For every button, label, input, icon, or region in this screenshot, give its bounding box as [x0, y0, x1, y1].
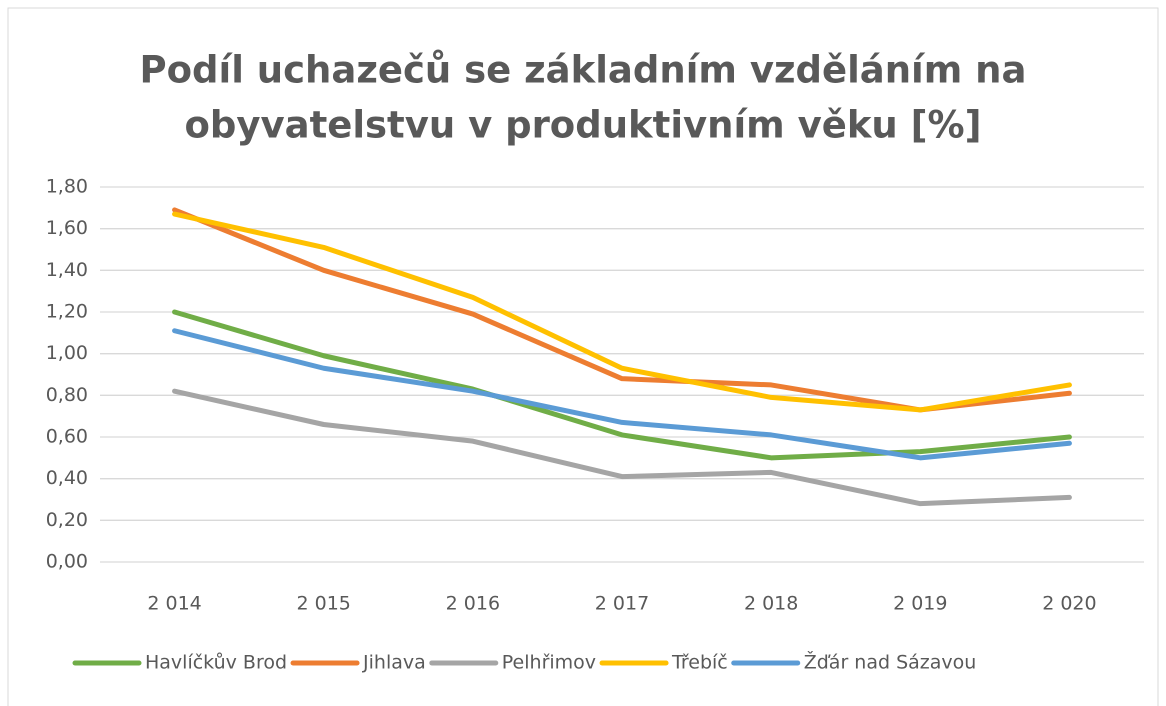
legend-label: Žďár nad Sázavou [804, 651, 977, 674]
y-tick-label: 0,40 [46, 467, 88, 489]
y-tick-label: 1,00 [46, 342, 88, 364]
y-tick-label: 1,40 [46, 259, 88, 281]
y-tick-label: 0,80 [46, 384, 88, 406]
x-tick-label: 2 016 [446, 593, 500, 615]
series-line [172, 328, 1072, 461]
y-tick-label: 1,80 [46, 176, 88, 198]
x-tick-label: 2 015 [297, 593, 351, 615]
y-tick-label: 0,60 [46, 426, 88, 448]
y-tick-label: 0,00 [46, 551, 88, 573]
y-tick-label: 1,60 [46, 217, 88, 239]
y-tick-label: 1,20 [46, 301, 88, 323]
series-line [172, 211, 1072, 413]
legend-label: Jihlava [362, 652, 426, 674]
series-line [172, 388, 1072, 507]
x-tick-label: 2 014 [147, 593, 201, 615]
chart-frame [7, 7, 1159, 706]
legend-label: Havlíčkův Brod [145, 652, 287, 674]
x-tick-label: 2 019 [893, 593, 947, 615]
legend-label: Třebíč [671, 652, 728, 674]
y-tick-label: 0,20 [46, 509, 88, 531]
x-tick-label: 2 017 [595, 593, 649, 615]
series-line [172, 309, 1072, 461]
chart-title: Podíl uchazečů se základním vzděláním na [140, 49, 1027, 92]
legend-label: Pelhřimov [502, 652, 596, 674]
chart-title: obyvatelstvu v produktivním věku [%] [184, 104, 981, 147]
x-tick-label: 2 020 [1042, 593, 1096, 615]
x-tick-label: 2 018 [744, 593, 798, 615]
